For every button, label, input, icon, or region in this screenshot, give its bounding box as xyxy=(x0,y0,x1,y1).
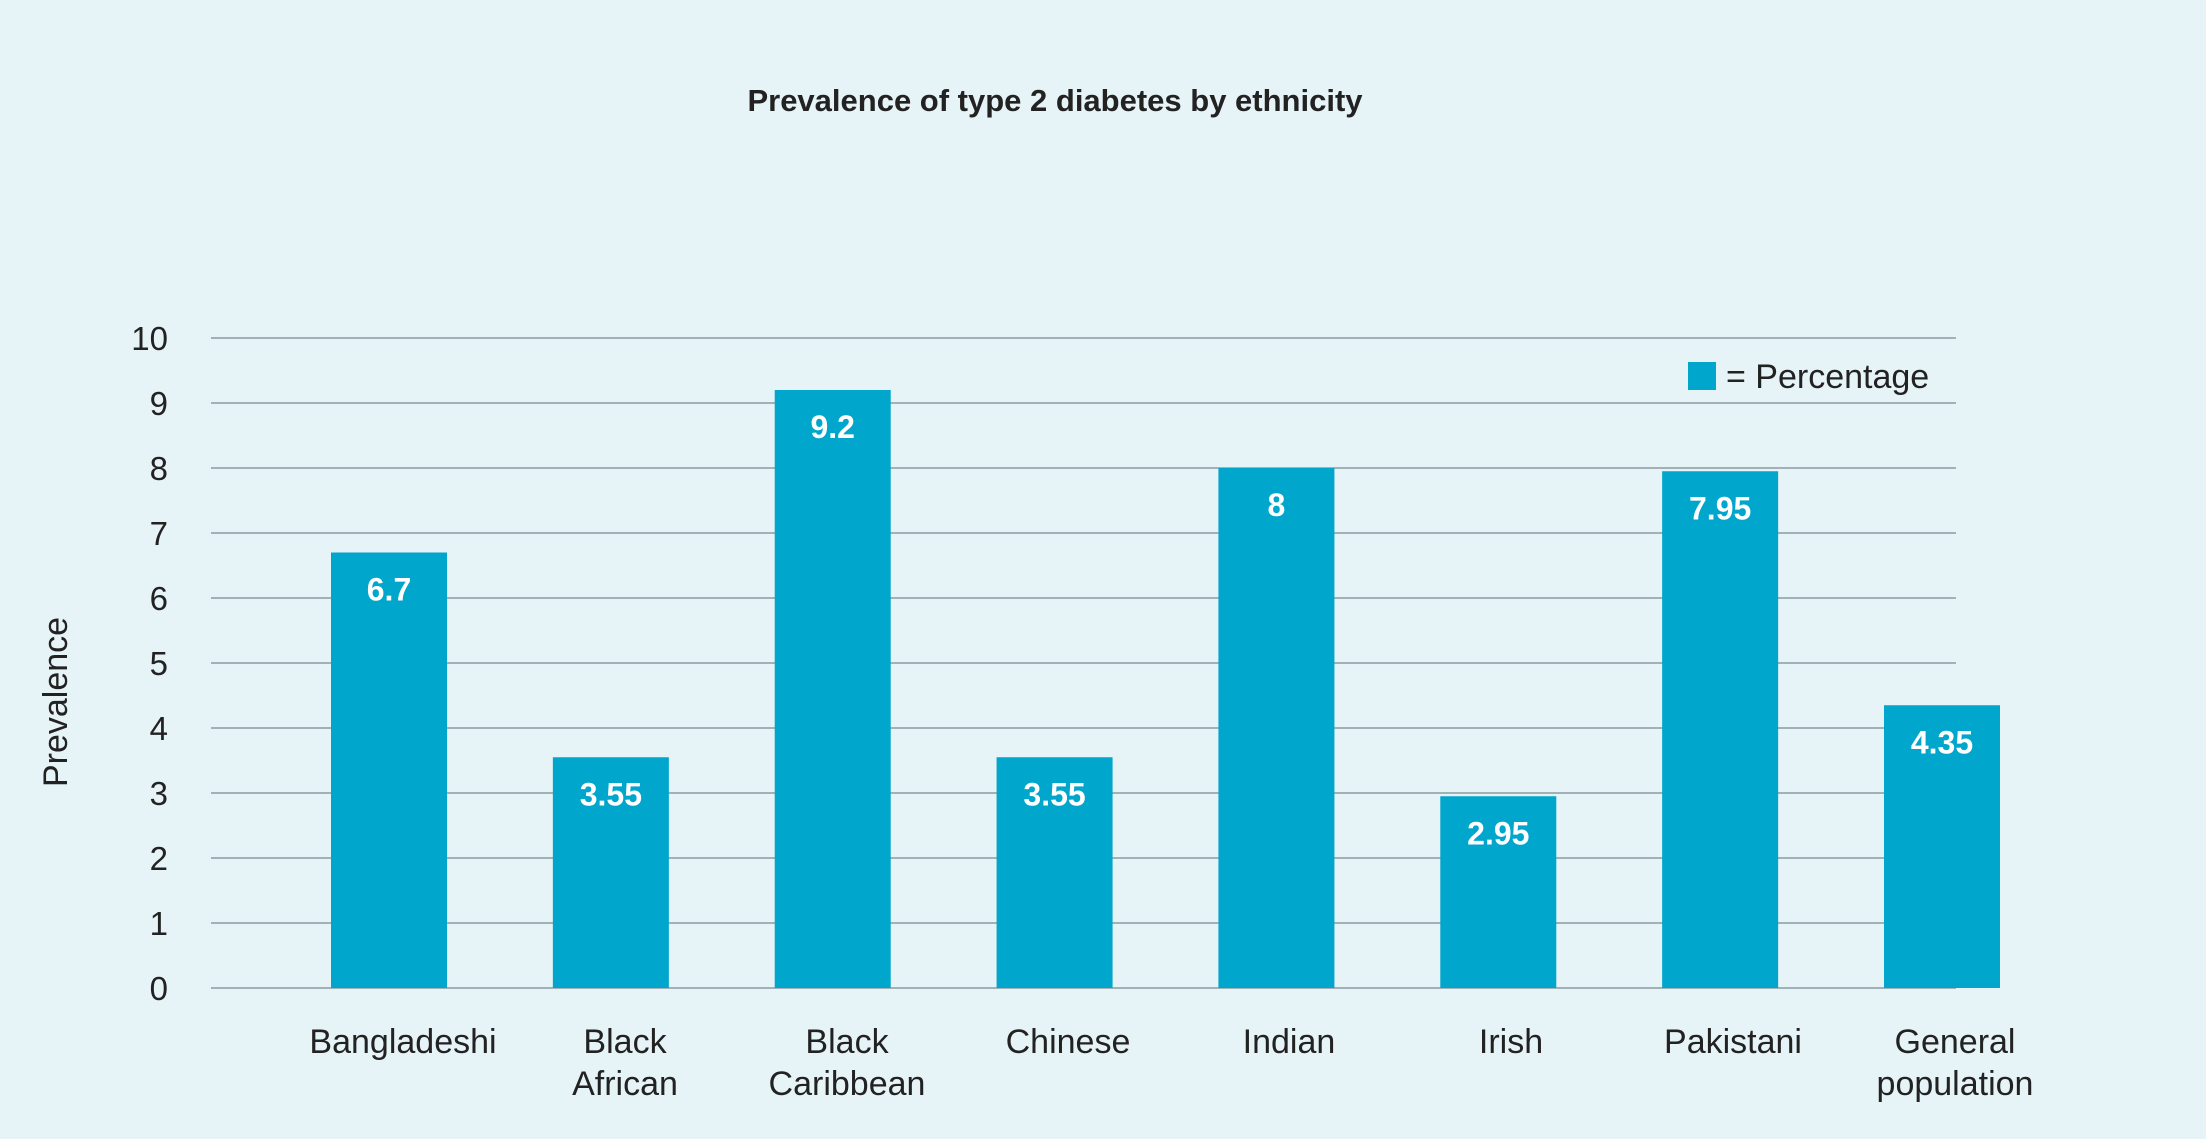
x-tick-label: Bangladeshi xyxy=(309,1023,496,1061)
legend-label: = Percentage xyxy=(1726,358,1929,396)
y-tick-label: 0 xyxy=(150,970,168,1007)
data-label: 3.55 xyxy=(1023,776,1085,812)
x-tick-label: General population xyxy=(1877,1023,2034,1103)
x-tick-label: Pakistani xyxy=(1664,1023,1802,1061)
x-tick-label: Black Caribbean xyxy=(769,1023,926,1103)
legend: = Percentage xyxy=(1688,358,1929,396)
bars xyxy=(331,390,2000,988)
y-tick-label: 2 xyxy=(150,840,168,877)
y-tick-label: 9 xyxy=(150,385,168,422)
bar xyxy=(1218,468,1335,988)
data-labels: 6.7 3.55 9.2 3.55 8 2.95 7.95 4.35 xyxy=(367,409,1973,851)
y-tick-label: 1 xyxy=(150,905,168,942)
legend-swatch xyxy=(1688,362,1716,390)
x-tick-label: Irish xyxy=(1479,1023,1543,1061)
data-label: 9.2 xyxy=(810,409,854,445)
data-label: 4.35 xyxy=(1911,724,1973,760)
y-axis-ticks: 0 1 2 3 4 5 6 7 8 9 10 xyxy=(131,320,168,1007)
data-label: 3.55 xyxy=(580,776,642,812)
chart-title: Prevalence of type 2 diabetes by ethnici… xyxy=(747,83,1363,118)
bar xyxy=(1662,471,1779,988)
data-label: 8 xyxy=(1268,487,1286,523)
y-tick-label: 7 xyxy=(150,515,168,552)
y-tick-label: 5 xyxy=(150,645,168,682)
y-tick-label: 4 xyxy=(150,710,168,747)
bar xyxy=(552,757,669,988)
y-axis-label: Prevalence xyxy=(37,617,75,787)
bar xyxy=(1440,796,1557,988)
y-tick-label: 6 xyxy=(150,580,168,617)
bar xyxy=(996,757,1113,988)
x-tick-label: Chinese xyxy=(1006,1023,1131,1061)
bar xyxy=(331,552,447,988)
y-tick-label: 3 xyxy=(150,775,168,812)
gridlines xyxy=(211,337,1956,989)
data-label: 2.95 xyxy=(1467,815,1529,851)
data-label: 7.95 xyxy=(1689,490,1751,526)
x-tick-label: Indian xyxy=(1243,1023,1336,1061)
y-tick-label: 8 xyxy=(150,450,168,487)
data-label: 6.7 xyxy=(367,572,411,608)
y-tick-label: 10 xyxy=(131,320,168,357)
x-tick-label: Black African xyxy=(572,1023,678,1103)
bar xyxy=(1884,705,2000,988)
x-axis-ticks: Bangladeshi Black African Black Caribbean Chi… xyxy=(309,1023,2033,1103)
bar xyxy=(774,390,891,988)
